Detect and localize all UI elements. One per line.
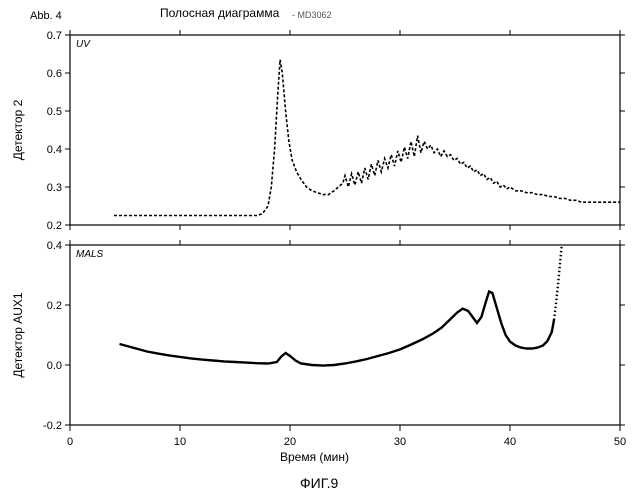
header-left-label: Abb. 4 bbox=[30, 10, 62, 22]
x-tick-label: 50 bbox=[614, 436, 626, 448]
data-line bbox=[120, 292, 555, 366]
y-tick-label: 0.7 bbox=[47, 30, 62, 42]
panel-frame bbox=[70, 245, 620, 425]
x-tick-label: 10 bbox=[174, 436, 186, 448]
y-axis-label: Детектор AUX1 bbox=[11, 292, 25, 378]
y-tick-label: 0.2 bbox=[47, 220, 62, 232]
figure-container: Abb. 4 Полосная диаграмма - MD3062 0.20.… bbox=[0, 0, 643, 500]
plot-svg: 0.2 0.3 0.4 0.5 0.6 0.7 Детектор 2 UV -0.2 0.0 0.2… bbox=[0, 0, 643, 500]
y-tick-label: 0.0 bbox=[47, 360, 62, 372]
x-axis-label: Время (мин) bbox=[280, 450, 349, 464]
y-axis-label: Детектор 2 bbox=[11, 99, 25, 160]
figure-title-sub: - MD3062 bbox=[292, 10, 332, 20]
data-line bbox=[114, 60, 620, 216]
panel-inline-label: MALS bbox=[76, 249, 104, 260]
y-tick-label: 0.3 bbox=[47, 182, 62, 194]
y-tick-label: 0.6 bbox=[47, 68, 62, 80]
figure-title: Полосная диаграмма bbox=[160, 6, 279, 20]
y-tick-label: 0.2 bbox=[47, 300, 62, 312]
y-tick-label: 0.4 bbox=[47, 144, 62, 156]
panel-frame bbox=[70, 35, 620, 225]
figure-caption: ФИГ.9 bbox=[300, 475, 338, 491]
y-tick-label: -0.2 bbox=[43, 420, 62, 432]
data-line-tail bbox=[554, 245, 562, 320]
x-tick-label: 20 bbox=[284, 436, 296, 448]
y-tick-label: 0.4 bbox=[47, 240, 62, 252]
x-tick-label: 30 bbox=[394, 436, 406, 448]
x-tick-label: 0 bbox=[67, 436, 73, 448]
y-tick-label: 0.5 bbox=[47, 106, 62, 118]
x-tick-label: 40 bbox=[504, 436, 516, 448]
panel-inline-label: UV bbox=[76, 39, 91, 50]
